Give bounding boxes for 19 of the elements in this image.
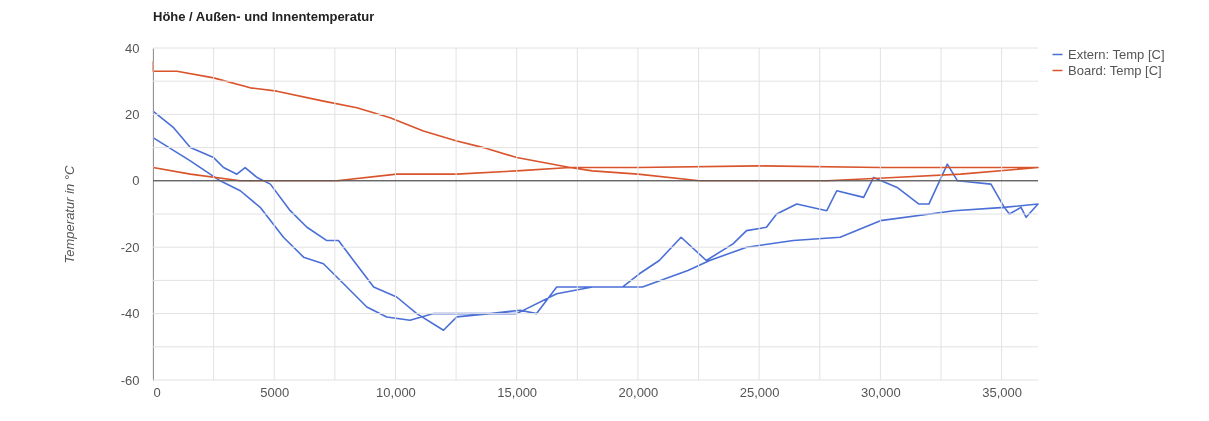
y-tick-label: -60: [120, 372, 140, 388]
y-tick-label: 40: [125, 40, 140, 56]
y-tick-label: 0: [132, 173, 140, 189]
x-tick-label: 30,000: [861, 384, 901, 400]
chart-title: Höhe / Außen- und Innentemperatur: [153, 9, 375, 24]
x-tick-label: 10,000: [376, 384, 416, 400]
legend-label: Extern: Temp [C]: [1068, 46, 1165, 62]
x-tick-label: 20,000: [618, 384, 659, 400]
y-axis-title: Temperatur in °C: [61, 164, 77, 264]
x-tick-label: 15,000: [497, 384, 538, 400]
legend-label: Board: Temp [C]: [1068, 62, 1162, 78]
x-tick-label: 5000: [260, 384, 290, 400]
y-tick-label: -20: [120, 239, 140, 255]
y-tick-label: -40: [120, 306, 140, 322]
x-tick-label: 25,000: [739, 384, 780, 400]
line-series: [152, 110, 1039, 331]
x-tick-label: 35,000: [982, 384, 1023, 400]
y-tick-label: 20: [125, 106, 140, 122]
x-tick-label: 0: [153, 384, 161, 400]
